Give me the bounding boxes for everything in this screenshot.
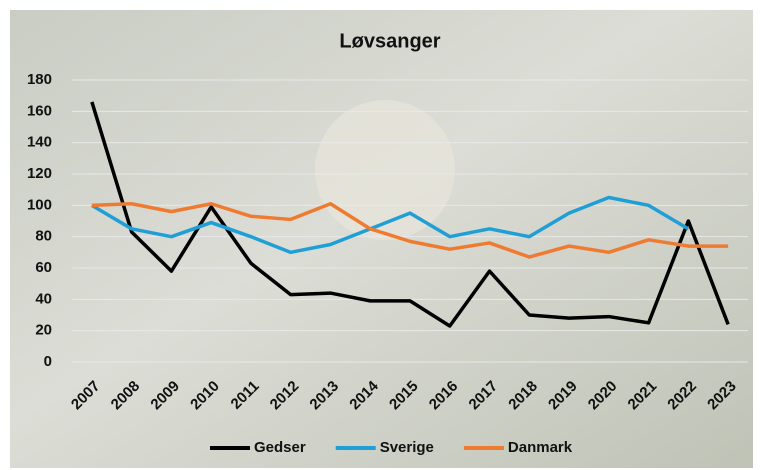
chart-title: Løvsanger: [339, 30, 440, 52]
y-tick-label: 80: [35, 228, 52, 245]
y-tick-label: 140: [27, 134, 52, 151]
y-tick-label: 40: [35, 290, 52, 307]
y-tick-label: 0: [44, 353, 52, 370]
line-series: [91, 202, 729, 259]
y-tick-label: 120: [27, 165, 52, 182]
legend-label: Danmark: [508, 439, 573, 456]
legend-label: Gedser: [254, 439, 306, 456]
y-tick-label: 60: [35, 259, 52, 276]
y-tick-label: 180: [27, 71, 52, 88]
y-tick-label: 160: [27, 102, 52, 119]
line-series: [90, 195, 690, 255]
bird-shape: [315, 100, 455, 240]
y-tick-label: 100: [27, 196, 52, 213]
y-tick-label: 20: [35, 322, 52, 339]
legend-label: Sverige: [380, 439, 434, 456]
